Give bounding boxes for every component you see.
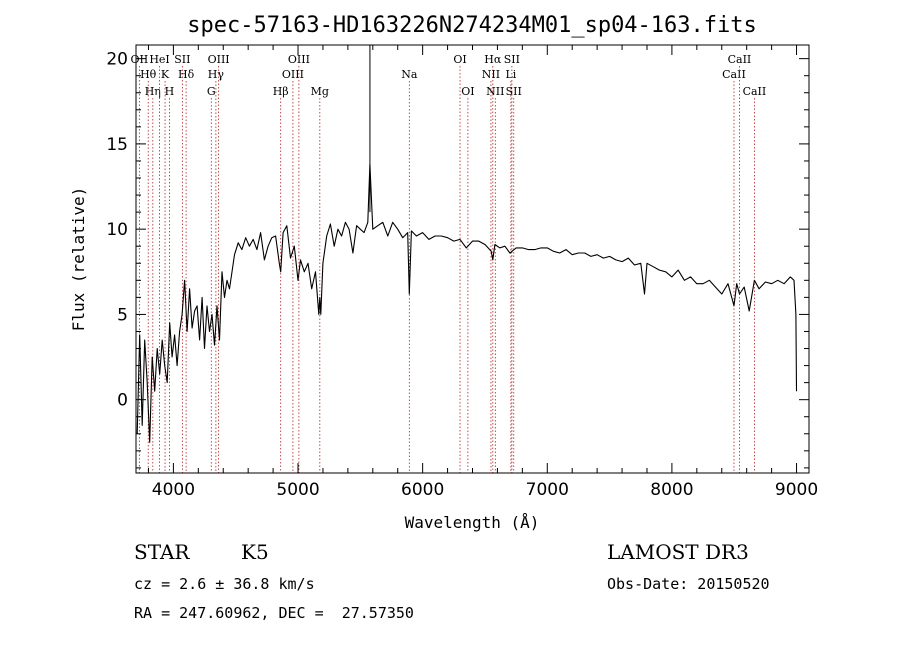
line-marker-label: K [161, 68, 170, 81]
line-marker-label: Hα [484, 53, 502, 66]
x-tick-label: 6000 [401, 480, 444, 500]
line-marker-label: CaII [728, 53, 752, 66]
line-marker-label: OIII [288, 53, 310, 66]
coordinates-readout: RA = 247.60962, DEC = 27.57350 [134, 604, 414, 622]
y-tick-label: 5 [117, 305, 128, 325]
x-tick-label: 9000 [775, 480, 818, 500]
line-marker-label: Mg [311, 85, 329, 98]
x-tick-label: 7000 [526, 480, 569, 500]
line-marker-label: Hδ [178, 68, 195, 81]
x-tick-label: 5000 [276, 480, 319, 500]
line-marker-label: HeI [149, 53, 169, 66]
y-tick-label: 0 [117, 391, 128, 411]
line-marker-label: H [165, 85, 175, 98]
line-marker-label: SII [506, 85, 522, 98]
line-marker-label: OII [131, 53, 149, 66]
series-line-flux [136, 163, 798, 443]
survey-name: LAMOST DR3 [607, 540, 749, 564]
line-marker-label: CaII [722, 68, 746, 81]
line-marker-label: CaII [743, 85, 767, 98]
line-marker-label: G [207, 85, 216, 98]
axis-layer: 4000 5000 6000 7000 8000 9000 0 5 10 15 20 [106, 45, 818, 500]
line-marker-layer: OII Hθ Hη HeI KH SII Hδ G Hγ OIII Hβ OIII OIII Mg Na OI… [131, 53, 767, 473]
obs-date: Obs-Date: 20150520 [607, 575, 770, 593]
redshift-readout: cz = 2.6 ± 36.8 km/s [134, 575, 315, 593]
line-marker-label: Na [401, 68, 418, 81]
line-marker-label: Hη [145, 85, 161, 98]
line-marker-label: OIII [282, 68, 304, 81]
x-axis-label: Wavelength (Å) [405, 513, 540, 532]
object-class: STAR [134, 540, 190, 564]
line-marker-label: Li [505, 68, 516, 81]
line-marker-label: NII [482, 68, 500, 81]
line-marker-label: Hγ [208, 68, 225, 81]
line-marker-label: Hθ [140, 68, 157, 81]
y-tick-label: 20 [106, 50, 128, 70]
object-subclass: K5 [241, 540, 269, 564]
plot-frame [135, 44, 810, 474]
line-marker-label: SII [504, 53, 520, 66]
line-marker-label: SII [174, 53, 190, 66]
line-marker-label: Hβ [273, 85, 289, 98]
x-tick-label: 8000 [650, 480, 693, 500]
series-layer [136, 45, 798, 443]
line-marker-label: OI [453, 53, 466, 66]
y-tick-label: 10 [106, 220, 128, 240]
line-marker-label: NII [486, 85, 504, 98]
y-axis-label: Flux (relative) [69, 187, 88, 332]
y-tick-label: 15 [106, 135, 128, 155]
chart-title: spec-57163-HD163226N274234M01_sp04-163.f… [187, 13, 757, 38]
x-tick-label: 4000 [152, 480, 195, 500]
line-marker-label: OIII [208, 53, 230, 66]
line-marker-label: OI [461, 85, 474, 98]
